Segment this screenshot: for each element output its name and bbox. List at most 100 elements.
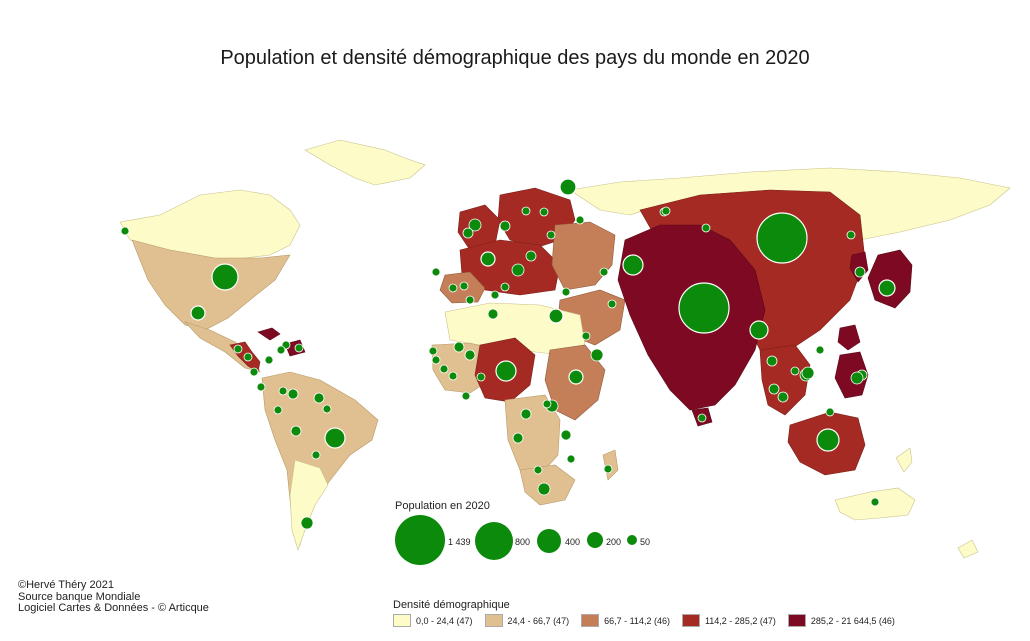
- density-class-5: 285,2 - 21 644,5 (46): [787, 614, 895, 627]
- density-label-3: 66,7 - 114,2 (46): [604, 615, 670, 626]
- population-circle: [846, 230, 856, 240]
- density-class-2: 24,4 - 66,7 (47): [484, 614, 570, 627]
- population-circle: [476, 372, 486, 382]
- population-circle: [678, 282, 730, 334]
- density-swatch-1: [393, 614, 411, 627]
- density-swatch-4: [681, 614, 700, 627]
- population-circle: [661, 206, 671, 216]
- population-circle: [520, 408, 532, 420]
- density-class-3: 66,7 - 114,2 (46): [581, 614, 670, 627]
- population-circle: [603, 464, 613, 474]
- region-new-zealand: [895, 447, 979, 559]
- population-circle: [790, 366, 800, 376]
- population-circle: [431, 355, 441, 365]
- population-circle: [311, 450, 321, 460]
- population-circle: [233, 344, 243, 354]
- population-circle: [561, 287, 571, 297]
- population-circle: [468, 218, 482, 232]
- population-circle: [243, 352, 253, 362]
- population-circle: [464, 349, 476, 361]
- population-legend-circle-200: [587, 532, 603, 548]
- population-circle: [777, 391, 789, 403]
- region-vietnam: [837, 324, 861, 351]
- region-greenland: [304, 139, 426, 186]
- population-circle: [465, 295, 475, 305]
- density-swatch-5: [787, 614, 806, 627]
- population-circle: [495, 360, 517, 382]
- population-circle: [768, 383, 780, 395]
- population-circle: [581, 331, 591, 341]
- population-circle: [622, 254, 644, 276]
- population-circle: [801, 366, 815, 380]
- population-circle: [278, 386, 288, 396]
- region-usa: [131, 239, 291, 331]
- population-circle: [313, 392, 325, 404]
- region-japan: [867, 249, 913, 309]
- population-circle: [120, 226, 130, 236]
- population-circle: [448, 283, 458, 293]
- population-circle: [300, 516, 314, 530]
- density-swatch-3: [581, 614, 600, 627]
- credits: ©Hervé Théry 2021 Source banque Mondiale…: [18, 579, 209, 615]
- credit-software: Logiciel Cartes & Données - © Articque: [18, 602, 209, 614]
- population-circle: [287, 388, 299, 400]
- population-circle: [533, 465, 543, 475]
- population-circle: [548, 308, 564, 324]
- density-label-1: 0,0 - 24,4 (47): [416, 615, 473, 626]
- density-class-4: 114,2 - 285,2 (47): [681, 614, 776, 627]
- population-circle: [448, 371, 458, 381]
- population-circle: [499, 220, 511, 232]
- density-legend-title: Densité démographique: [393, 599, 510, 611]
- population-legend-circle-1439: [395, 515, 445, 565]
- credit-source: Source banque Mondiale: [18, 590, 141, 603]
- population-legend-label-200: 200: [606, 537, 622, 547]
- population-legend-label-1439: 1 439: [448, 537, 471, 547]
- population-legend-circle-400: [537, 529, 561, 553]
- region-southern-cone: [289, 459, 329, 551]
- population-circle: [559, 178, 577, 196]
- population-circle: [273, 405, 283, 415]
- map-title: Population et densité démographique des …: [220, 47, 810, 69]
- population-circle: [428, 346, 438, 356]
- population-circle: [490, 290, 500, 300]
- population-legend-circle-800: [475, 522, 513, 560]
- population-circle: [256, 382, 266, 392]
- population-circle: [701, 223, 711, 233]
- population-circle: [294, 343, 304, 353]
- region-central-africa: [504, 394, 561, 476]
- density-label-4: 114,2 - 285,2 (47): [704, 615, 776, 626]
- population-circle: [487, 308, 499, 320]
- population-circle: [607, 299, 617, 309]
- population-circle: [290, 425, 302, 437]
- density-label-2: 24,4 - 66,7 (47): [507, 615, 570, 626]
- population-circle: [453, 341, 465, 353]
- population-circle: [264, 355, 274, 365]
- population-legend-circle-50: [627, 535, 637, 545]
- density-legend: 0,0 - 24,4 (47) 24,4 - 66,7 (47) 66,7 - …: [393, 614, 895, 627]
- population-circle: [511, 263, 525, 277]
- population-circle: [766, 355, 778, 367]
- population-circle: [459, 281, 469, 291]
- population-circle: [521, 206, 531, 216]
- population-circle: [431, 267, 441, 277]
- region-madagascar: [602, 449, 619, 481]
- population-circle: [249, 367, 259, 377]
- population-circle: [537, 482, 551, 496]
- population-circle: [566, 454, 576, 464]
- population-circle: [560, 429, 572, 441]
- credit-author: ©Hervé Théry 2021: [18, 579, 114, 591]
- population-circle: [870, 497, 880, 507]
- population-circle: [525, 250, 537, 262]
- population-circle: [825, 407, 835, 417]
- population-circle: [697, 413, 707, 423]
- population-circle: [542, 399, 552, 409]
- population-circle: [480, 251, 496, 267]
- population-circle: [590, 348, 604, 362]
- density-swatch-2: [484, 614, 503, 627]
- population-circle: [854, 266, 866, 278]
- population-legend-title: Population en 2020: [395, 500, 490, 512]
- population-legend-circles: [395, 515, 637, 565]
- population-circle: [749, 320, 769, 340]
- population-circle: [850, 371, 864, 385]
- region-east-europe: [551, 221, 616, 291]
